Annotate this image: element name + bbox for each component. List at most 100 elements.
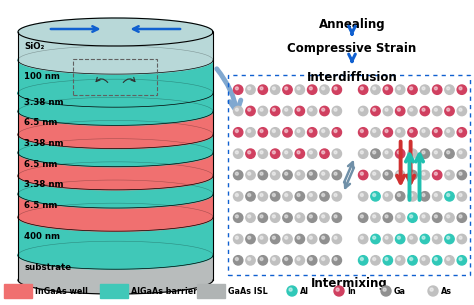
Ellipse shape (18, 139, 213, 167)
Circle shape (271, 192, 280, 201)
Circle shape (373, 151, 376, 154)
Circle shape (457, 149, 466, 158)
Bar (197, 284, 225, 298)
Circle shape (410, 193, 413, 196)
Circle shape (434, 151, 438, 154)
Bar (18, 255, 213, 280)
Circle shape (410, 108, 413, 111)
Circle shape (236, 215, 238, 218)
Circle shape (297, 257, 300, 260)
Circle shape (297, 215, 300, 218)
Circle shape (434, 108, 438, 111)
Circle shape (445, 85, 454, 94)
Circle shape (332, 106, 342, 116)
Text: GaAs ISL: GaAs ISL (228, 286, 268, 296)
Bar (18, 60, 213, 93)
Circle shape (408, 149, 417, 158)
Circle shape (383, 149, 392, 158)
Circle shape (260, 257, 263, 260)
Circle shape (358, 234, 368, 244)
Circle shape (295, 213, 304, 222)
Circle shape (271, 256, 280, 265)
Circle shape (320, 170, 329, 180)
Circle shape (410, 215, 413, 218)
Circle shape (273, 172, 275, 175)
Circle shape (410, 130, 413, 132)
Circle shape (236, 236, 238, 239)
Circle shape (397, 215, 401, 218)
Circle shape (273, 87, 275, 90)
Circle shape (457, 234, 466, 244)
Circle shape (308, 106, 317, 116)
Ellipse shape (18, 139, 213, 167)
Circle shape (246, 234, 255, 244)
Circle shape (432, 192, 442, 201)
Circle shape (332, 213, 342, 222)
Circle shape (371, 213, 380, 222)
Circle shape (420, 149, 429, 158)
Circle shape (236, 87, 238, 90)
Circle shape (459, 108, 462, 111)
Circle shape (322, 193, 325, 196)
Text: substrate: substrate (24, 263, 71, 272)
Circle shape (373, 172, 376, 175)
Circle shape (334, 130, 337, 132)
Circle shape (445, 170, 454, 180)
Circle shape (246, 128, 255, 137)
Circle shape (420, 85, 429, 94)
Circle shape (271, 234, 280, 244)
Circle shape (295, 106, 304, 116)
Bar (73, 59, 157, 95)
Circle shape (285, 257, 288, 260)
Circle shape (397, 151, 401, 154)
Circle shape (445, 256, 454, 265)
Circle shape (297, 130, 300, 132)
Circle shape (336, 288, 339, 291)
Bar (18, 217, 213, 255)
Circle shape (360, 87, 364, 90)
Circle shape (322, 257, 325, 260)
Circle shape (385, 151, 388, 154)
Text: 6.5 nm: 6.5 nm (24, 118, 57, 127)
Circle shape (308, 256, 317, 265)
Circle shape (383, 192, 392, 201)
Circle shape (432, 85, 442, 94)
Circle shape (395, 170, 405, 180)
Circle shape (334, 108, 337, 111)
Text: InGaAs well: InGaAs well (35, 286, 88, 296)
Circle shape (447, 172, 450, 175)
Circle shape (422, 257, 425, 260)
Circle shape (422, 87, 425, 90)
Circle shape (308, 170, 317, 180)
Circle shape (410, 172, 413, 175)
Circle shape (283, 149, 292, 158)
Circle shape (434, 87, 438, 90)
Circle shape (234, 85, 243, 94)
Ellipse shape (18, 241, 213, 269)
Circle shape (445, 234, 454, 244)
Circle shape (371, 85, 380, 94)
Circle shape (383, 234, 392, 244)
Circle shape (234, 213, 243, 222)
Circle shape (395, 128, 405, 137)
Circle shape (430, 288, 433, 291)
Circle shape (260, 193, 263, 196)
Circle shape (383, 213, 392, 222)
Circle shape (283, 85, 292, 94)
Circle shape (246, 85, 255, 94)
Circle shape (447, 130, 450, 132)
Circle shape (432, 106, 442, 116)
Circle shape (385, 236, 388, 239)
Circle shape (320, 85, 329, 94)
Ellipse shape (18, 120, 213, 149)
Circle shape (397, 257, 401, 260)
Text: 6.5 nm: 6.5 nm (24, 201, 57, 210)
Ellipse shape (18, 79, 213, 107)
Circle shape (248, 215, 251, 218)
Circle shape (410, 257, 413, 260)
Bar (18, 93, 213, 111)
Ellipse shape (18, 46, 213, 74)
Circle shape (310, 215, 312, 218)
Circle shape (358, 149, 368, 158)
Circle shape (308, 149, 317, 158)
